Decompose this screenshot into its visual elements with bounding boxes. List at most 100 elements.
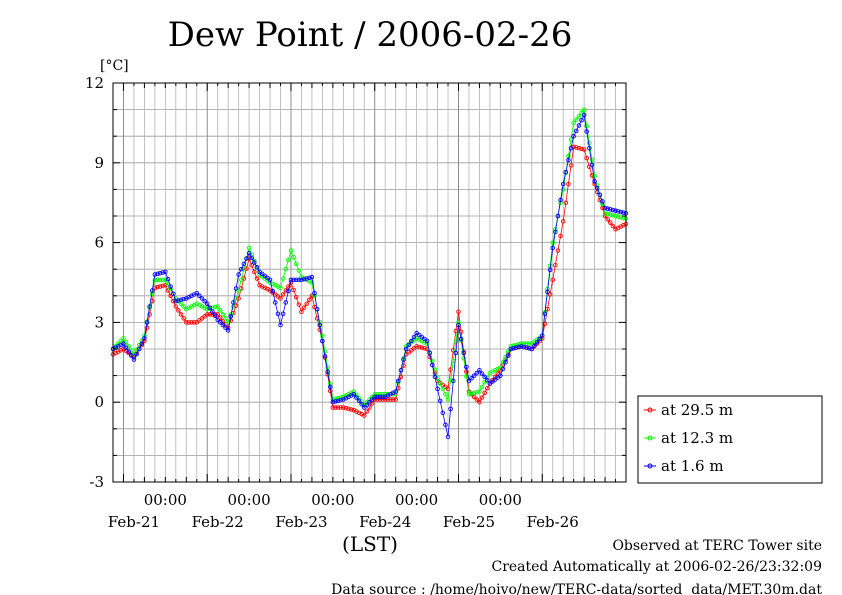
data-point bbox=[367, 397, 372, 402]
data-point bbox=[168, 284, 173, 289]
data-point bbox=[367, 405, 372, 410]
data-point bbox=[576, 145, 582, 151]
data-point bbox=[286, 257, 291, 263]
data-point bbox=[144, 320, 150, 325]
data-point bbox=[579, 146, 584, 152]
data-point bbox=[534, 340, 540, 345]
data-point bbox=[155, 271, 160, 277]
data-point bbox=[338, 405, 343, 410]
data-point bbox=[246, 245, 252, 251]
data-point bbox=[225, 328, 231, 333]
data-point bbox=[477, 389, 482, 394]
data-point bbox=[464, 364, 469, 370]
data-point bbox=[244, 256, 249, 261]
data-point bbox=[542, 321, 548, 326]
data-point bbox=[126, 349, 131, 354]
data-point bbox=[204, 312, 210, 317]
data-point bbox=[170, 291, 176, 297]
data-point bbox=[223, 325, 228, 330]
x-time-label: 00:00 bbox=[311, 491, 354, 509]
data-point bbox=[212, 313, 218, 319]
data-point bbox=[267, 277, 273, 283]
data-point bbox=[485, 385, 490, 391]
data-point bbox=[550, 245, 555, 251]
data-point bbox=[356, 398, 362, 404]
data-point bbox=[252, 260, 257, 265]
data-point bbox=[537, 336, 542, 342]
data-point bbox=[309, 293, 315, 299]
data-point bbox=[545, 289, 550, 295]
data-point bbox=[563, 169, 569, 175]
data-point bbox=[613, 213, 618, 219]
x-time-label: 00:00 bbox=[395, 491, 438, 509]
data-point bbox=[581, 112, 587, 118]
series-3 bbox=[110, 112, 629, 440]
data-point bbox=[150, 288, 155, 293]
data-point bbox=[608, 220, 613, 225]
plot-frame bbox=[112, 82, 627, 483]
data-point bbox=[443, 391, 448, 397]
data-point bbox=[223, 316, 228, 321]
data-point bbox=[610, 207, 616, 213]
data-point bbox=[362, 405, 367, 410]
data-point bbox=[440, 410, 446, 416]
data-point bbox=[524, 345, 529, 350]
data-point bbox=[388, 397, 393, 402]
data-point bbox=[521, 344, 527, 350]
data-point bbox=[584, 129, 589, 134]
grid bbox=[113, 83, 626, 482]
data-point bbox=[571, 133, 576, 139]
data-point bbox=[123, 345, 129, 350]
data-point bbox=[372, 394, 377, 400]
data-point bbox=[566, 181, 571, 187]
y-tick-label: 12 bbox=[85, 74, 104, 92]
data-point bbox=[327, 384, 333, 390]
data-point bbox=[275, 311, 281, 317]
data-point bbox=[176, 298, 181, 303]
data-point bbox=[375, 391, 380, 397]
data-point bbox=[189, 320, 194, 325]
footer-created: Created Automatically at 2006-02-26/23:3… bbox=[491, 559, 822, 575]
data-point bbox=[322, 354, 328, 359]
data-point bbox=[184, 320, 189, 325]
data-point bbox=[461, 356, 466, 361]
data-point bbox=[594, 185, 600, 191]
data-point bbox=[574, 117, 579, 122]
data-point bbox=[173, 304, 179, 309]
data-point bbox=[278, 322, 283, 328]
data-point bbox=[233, 286, 239, 291]
data-point bbox=[178, 312, 184, 317]
data-point bbox=[147, 304, 152, 309]
data-point bbox=[335, 405, 341, 410]
legend-items: at 29.5 m at 12.3 m at 1.6 m bbox=[644, 401, 733, 475]
data-point bbox=[474, 370, 480, 376]
data-point bbox=[608, 212, 613, 217]
data-point bbox=[286, 288, 291, 294]
data-point bbox=[163, 269, 168, 275]
data-point bbox=[293, 261, 299, 267]
data-point bbox=[584, 155, 589, 161]
data-point bbox=[560, 219, 566, 224]
data-point bbox=[249, 255, 254, 261]
legend-label: at 1.6 m bbox=[661, 457, 724, 475]
data-point bbox=[437, 381, 443, 386]
data-point bbox=[136, 346, 142, 352]
data-point bbox=[453, 339, 459, 344]
data-point bbox=[406, 342, 412, 348]
data-point bbox=[503, 360, 508, 365]
data-point bbox=[553, 262, 558, 268]
data-point bbox=[477, 399, 482, 405]
data-point bbox=[301, 276, 307, 282]
data-point bbox=[291, 287, 296, 293]
data-point bbox=[516, 344, 521, 350]
data-point bbox=[367, 399, 372, 405]
data-point bbox=[283, 288, 288, 293]
x-axis-label: (LST) bbox=[342, 532, 398, 556]
data-point bbox=[341, 405, 346, 410]
x-date-label: Feb-21 bbox=[108, 513, 160, 531]
data-point bbox=[443, 422, 448, 428]
data-point bbox=[280, 292, 286, 297]
data-point bbox=[618, 215, 624, 220]
data-point bbox=[252, 269, 257, 275]
data-point bbox=[589, 162, 595, 168]
